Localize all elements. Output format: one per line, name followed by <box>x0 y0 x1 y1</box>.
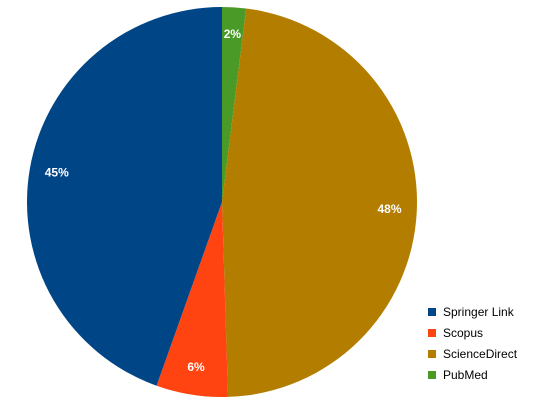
pie-slice-pubmed <box>222 7 247 202</box>
slice-value-label: 6% <box>187 360 205 374</box>
slice-value-label: 2% <box>224 27 242 41</box>
legend-swatch <box>428 308 436 316</box>
legend-item-pubmed: PubMed <box>428 367 532 383</box>
legend-swatch <box>428 371 436 379</box>
pie-slice-springer-link <box>27 7 222 386</box>
legend-swatch <box>428 350 436 358</box>
pie-slice-sciencedirect <box>222 8 417 397</box>
pie-slices <box>27 7 417 397</box>
slice-value-label: 48% <box>378 202 402 216</box>
slice-value-label: 45% <box>45 166 69 180</box>
legend-label: PubMed <box>443 368 488 382</box>
legend-item-springer-link: Springer Link <box>428 304 532 320</box>
legend-swatch <box>428 329 436 337</box>
legend-item-sciencedirect: ScienceDirect <box>428 346 532 362</box>
legend-label: Springer Link <box>443 305 514 319</box>
chart-legend: Springer Link Scopus ScienceDirect PubMe… <box>428 304 532 388</box>
pie-slice-labels: 2% 48% 6% 45% <box>45 27 402 374</box>
pie-slice-scopus <box>156 202 229 397</box>
legend-item-scopus: Scopus <box>428 325 532 341</box>
legend-label: Scopus <box>443 326 484 340</box>
legend-label: ScienceDirect <box>443 347 518 361</box>
